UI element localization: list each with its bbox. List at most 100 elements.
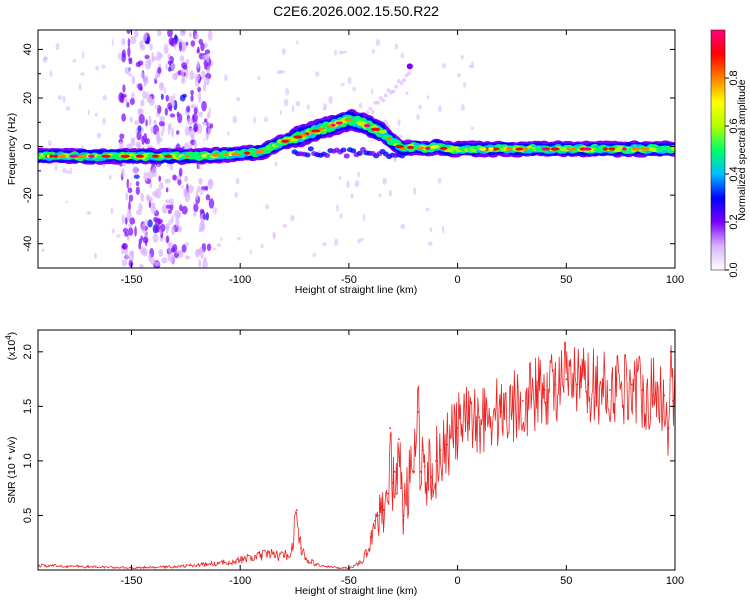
spectrogram-speckle <box>378 193 382 198</box>
spectrogram-speckle <box>160 130 164 137</box>
spectrogram-speckle <box>121 168 125 177</box>
spectrogram-speckle <box>129 97 135 106</box>
spectrogram-speckle <box>134 226 137 237</box>
spectrogram-speckle <box>357 171 360 178</box>
snr-x-tick-label: 0 <box>455 575 461 587</box>
spectrogram-speckle <box>65 105 71 111</box>
spectrogram-ridge-core <box>293 135 303 139</box>
spectrogram-speckle <box>102 117 106 126</box>
spectrogram-ridge-core <box>335 121 343 125</box>
spectrogram-speckle <box>347 76 352 85</box>
spectrogram-speckle <box>175 217 180 228</box>
snr-data-point <box>374 520 376 522</box>
spectrogram-speckle <box>168 105 173 112</box>
spectrogram-speckle <box>142 236 149 244</box>
spectrogram-speckle <box>165 235 170 244</box>
spectrogram-speckle <box>193 139 198 150</box>
spectrogram-speckle <box>190 90 195 96</box>
spectrogram-speckle <box>328 95 333 104</box>
spectrogram-speckle <box>205 212 209 221</box>
snr-data-point <box>282 556 285 558</box>
spectrogram-speckle <box>362 213 366 222</box>
spectrogram-speckle <box>186 105 191 113</box>
spectrogram-speckle <box>216 243 222 247</box>
snr-x-tick-label: -100 <box>229 575 251 587</box>
snr-data-point <box>397 438 400 440</box>
spectrogram-speckle <box>96 132 102 139</box>
spectrogram-ridge-core <box>164 154 173 158</box>
spectrogram-speckle <box>133 174 140 179</box>
spectrogram-speckle <box>428 241 433 247</box>
spectrogram-branch-blob <box>307 146 314 152</box>
spectrogram-ridge-core <box>608 147 616 151</box>
colorbar: 0.0 0.2 0.4 0.6 0.8 Normalized spectral ampl… <box>710 29 748 278</box>
spectrogram-speckle <box>354 180 360 188</box>
spectrogram-speckle <box>429 227 433 233</box>
spectrogram-speckle <box>177 178 182 186</box>
spectrogram-speckle <box>208 107 211 116</box>
snr-data-point <box>652 394 655 397</box>
spectrogram-branch-blob <box>370 109 375 114</box>
spectrogram-speckle <box>139 40 144 49</box>
spectrogram-speckle <box>184 242 190 247</box>
colorbar-tick-label: 0.0 <box>728 262 740 277</box>
spectrogram-speckle <box>206 243 212 252</box>
spectrogram-speckle <box>119 133 125 140</box>
spectrogram-branch-blob <box>406 63 413 70</box>
spectrogram-speckle <box>184 126 190 136</box>
snr-data-point <box>608 389 611 391</box>
spectrogram-speckle <box>171 127 174 138</box>
spectrogram-speckle <box>457 73 461 78</box>
colorbar-label: Normalized spectral amplitude <box>736 79 748 220</box>
snr-data-point <box>239 559 242 562</box>
spectrogram-speckle <box>138 242 142 250</box>
snr-data-point <box>413 470 416 473</box>
spectrogram-speckle <box>203 118 208 123</box>
spectrogram-speckle <box>460 54 464 60</box>
spectrogram-speckle <box>140 192 145 203</box>
spectrogram-speckle <box>127 38 131 48</box>
spectrogram-speckle <box>190 40 196 47</box>
spectrogram-speckle <box>179 30 186 37</box>
spectrogram-speckle <box>179 94 186 102</box>
spectrogram-speckle <box>180 78 186 85</box>
spectrogram-speckle <box>441 226 445 234</box>
spectrogram-speckle <box>165 225 169 235</box>
spectrogram-speckle <box>132 137 136 147</box>
spectrogram-speckle <box>462 81 467 88</box>
spectrogram-speckle <box>143 76 147 88</box>
snr-data-point <box>395 492 398 495</box>
spectrogram-speckle <box>57 95 63 101</box>
spectrogram-speckle <box>346 180 350 189</box>
spectrogram-speckle <box>42 56 47 64</box>
spectrogram-speckle <box>135 180 140 187</box>
spectrogram-ridge-core <box>370 127 381 131</box>
spectrogram-speckle <box>147 169 154 180</box>
spectrogram-speckle <box>202 54 208 61</box>
spectrogram-y-tick-label: -40 <box>22 236 34 252</box>
spectrogram-speckle <box>338 176 342 180</box>
spectrogram-speckle <box>212 247 217 251</box>
spectrogram-ridge-core <box>49 154 54 158</box>
spectrogram-speckle <box>198 178 203 185</box>
spectrogram-branch-blob <box>394 84 399 89</box>
spectrogram-speckle <box>176 111 180 117</box>
figure-title: C2E6.2026.002.15.50.R22 <box>273 3 439 19</box>
spectrogram-speckle <box>135 141 141 148</box>
snr-plot-area <box>38 330 675 570</box>
colorbar-tick-label: 0.4 <box>728 166 740 181</box>
spectrogram-speckle <box>382 177 387 185</box>
spectrogram-speckle <box>394 43 399 50</box>
snr-data-point <box>382 509 385 511</box>
spectrogram-ridge-core <box>151 154 159 158</box>
spectrogram-speckle <box>198 111 203 118</box>
spectrogram-speckle <box>350 193 354 199</box>
spectrogram-speckle <box>65 200 68 204</box>
spectrogram-speckle <box>154 74 158 81</box>
spectrogram-speckle <box>158 175 162 182</box>
spectrogram-speckle <box>152 119 157 125</box>
spectrogram-branch-blob <box>407 71 412 76</box>
snr-y-axis-label: SNR (10 * v/v) <box>6 436 18 503</box>
spectrogram-speckle <box>208 178 213 186</box>
spectrogram-speckle <box>208 198 215 209</box>
